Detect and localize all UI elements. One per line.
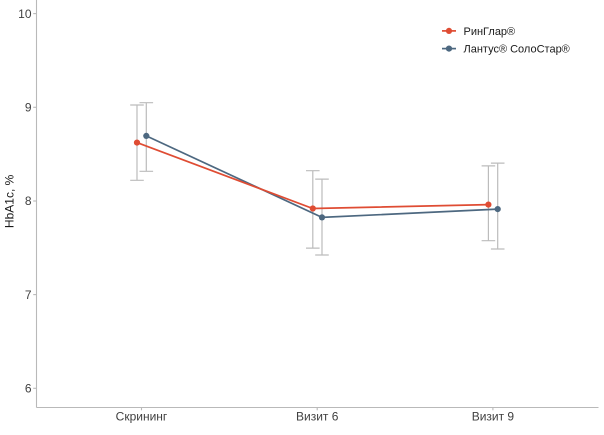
svg-text:6: 6	[25, 382, 32, 396]
svg-text:10: 10	[18, 7, 32, 21]
svg-text:Лантус® СолоСтар®: Лантус® СолоСтар®	[464, 44, 570, 56]
svg-text:7: 7	[25, 288, 32, 302]
svg-text:Визит 6: Визит 6	[296, 410, 339, 424]
svg-text:Визит 9: Визит 9	[472, 410, 515, 424]
svg-text:8: 8	[25, 194, 32, 208]
svg-text:HbA1c, %: HbA1c, %	[2, 174, 16, 228]
svg-text:Скрининг: Скрининг	[116, 410, 168, 424]
svg-text:РинГлар®: РинГлар®	[464, 26, 516, 38]
svg-text:9: 9	[25, 101, 32, 115]
